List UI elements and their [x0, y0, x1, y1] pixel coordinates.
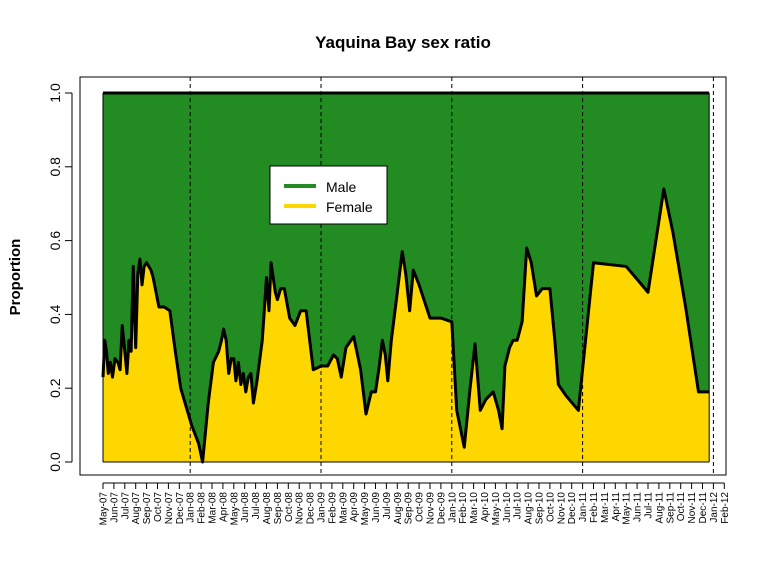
x-tick-label: Aug-10 — [524, 492, 535, 525]
x-tick-label: Feb-10 — [458, 492, 469, 524]
x-tick-label: Dec-07 — [175, 492, 186, 525]
x-tick-label: Aug-11 — [654, 492, 665, 524]
y-axis-label: Proportion — [7, 239, 24, 316]
x-tick-label: Nov-07 — [164, 492, 175, 525]
legend-female-label: Female — [326, 199, 373, 215]
x-tick-label: Aug-08 — [262, 492, 273, 525]
x-tick-label: Apr-11 — [611, 492, 622, 522]
x-tick-label: Jun-10 — [502, 492, 513, 523]
y-tick-label: 0.0 — [47, 452, 63, 472]
x-tick-label: May-07 — [99, 492, 110, 526]
x-tick-label: Dec-09 — [436, 492, 447, 525]
x-tick-label: Feb-09 — [327, 492, 338, 524]
x-tick-label: Nov-08 — [295, 492, 306, 525]
x-tick-label: Feb-12 — [720, 492, 731, 524]
x-tick-label: Jan-11 — [578, 492, 589, 522]
x-tick-label: Jul-09 — [382, 492, 393, 520]
x-tick-label: Dec-10 — [567, 492, 578, 525]
female-area — [103, 188, 710, 462]
x-tick-label: Sep-11 — [665, 492, 676, 524]
x-tick-label: Jul-08 — [251, 492, 262, 520]
x-tick-label: Oct-08 — [284, 492, 295, 522]
legend-box — [269, 165, 388, 225]
x-tick-label: Jun-11 — [633, 492, 644, 522]
x-tick-label: Nov-09 — [426, 492, 437, 525]
x-tick-label: Apr-09 — [349, 492, 360, 522]
x-tick-label: Aug-09 — [393, 492, 404, 525]
x-tick-label: May-09 — [360, 492, 371, 526]
x-tick-label: Feb-08 — [197, 492, 208, 524]
x-tick-label: Mar-08 — [208, 492, 219, 524]
year-boundary-lines — [189, 77, 714, 475]
x-tick-label: Oct-11 — [676, 492, 687, 522]
x-tick-label: Aug-07 — [131, 492, 142, 525]
x-tick-label: Oct-07 — [153, 492, 164, 522]
x-tick-label: Oct-09 — [415, 492, 426, 522]
x-tick-label: May-11 — [622, 492, 633, 525]
x-tick-label: Mar-10 — [469, 492, 480, 524]
x-tick-label: Jan-09 — [317, 492, 328, 523]
x-tick-label: Feb-11 — [589, 492, 600, 523]
x-tick-label: Nov-11 — [687, 492, 698, 524]
y-tick-label: 0.6 — [47, 231, 63, 251]
x-tick-label: May-08 — [229, 492, 240, 526]
y-tick-label: 1.0 — [47, 83, 63, 103]
x-tick-label: Sep-08 — [273, 492, 284, 525]
x-tick-label: Oct-10 — [545, 492, 556, 522]
x-tick-label: Sep-10 — [535, 492, 546, 525]
y-tick-label: 0.8 — [47, 157, 63, 177]
x-tick-label: Jul-10 — [513, 492, 524, 520]
x-tick-label: Sep-07 — [142, 492, 153, 525]
legend-male-label: Male — [326, 179, 357, 195]
x-tick-label: Jun-08 — [240, 492, 251, 523]
chart-title: Yaquina Bay sex ratio — [315, 33, 491, 52]
x-tick-label: Jan-10 — [447, 492, 458, 523]
x-tick-label: Mar-09 — [338, 492, 349, 524]
x-tick-label: Dec-11 — [698, 492, 709, 524]
x-tick-label: Jul-07 — [120, 492, 131, 520]
x-tick-label: Jan-08 — [186, 492, 197, 523]
x-tick-label: Jan-12 — [709, 492, 720, 523]
x-tick-label: Dec-08 — [306, 492, 317, 525]
y-tick-label: 0.2 — [47, 378, 63, 398]
plot-area — [101, 91, 710, 464]
x-axis: May-07 Jun-07 Jul-07 Aug-07 Sep-07 Oct-07 Nov-… — [99, 482, 731, 526]
x-tick-label: Apr-08 — [218, 492, 229, 522]
y-axis: 0.0 0.2 0.4 0.6 0.8 1.0 — [47, 83, 73, 472]
x-tick-label: Sep-09 — [404, 492, 415, 525]
x-tick-label: Jul-11 — [644, 492, 655, 519]
x-tick-label: May-10 — [491, 492, 502, 526]
x-tick-label: Apr-10 — [480, 492, 491, 522]
x-tick-label: Jun-09 — [371, 492, 382, 523]
x-tick-label: Mar-11 — [600, 492, 611, 523]
plot-frame — [79, 76, 727, 476]
x-tick-label: Jun-07 — [109, 492, 120, 523]
y-tick-label: 0.4 — [47, 304, 63, 324]
x-tick-label: Nov-10 — [556, 492, 567, 525]
female-boundary-line — [101, 187, 710, 464]
legend: Male Female — [269, 165, 388, 225]
